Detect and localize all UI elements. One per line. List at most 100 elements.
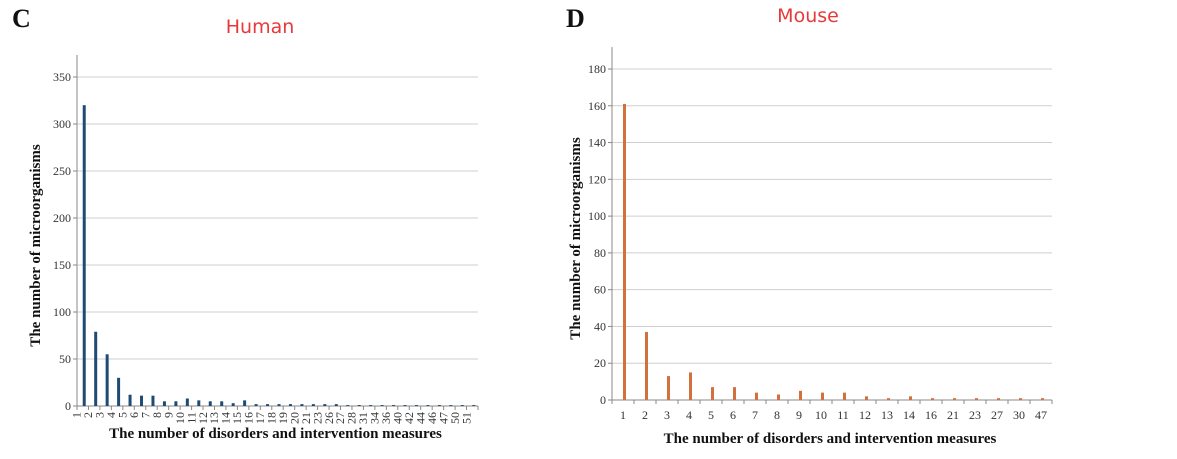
y-tick-label: 0 <box>600 393 606 407</box>
bar <box>174 401 178 406</box>
bar <box>369 405 373 406</box>
x-tick-label: 14 <box>219 412 233 424</box>
x-tick-label: 10 <box>815 408 827 422</box>
x-tick-label: 9 <box>161 412 175 418</box>
x-tick-label: 18 <box>265 412 279 424</box>
x-tick-label: 21 <box>947 408 959 422</box>
bar <box>197 400 201 406</box>
x-tick-label: 26 <box>322 412 336 424</box>
bar <box>288 404 292 406</box>
bar <box>117 377 121 406</box>
x-tick-label: 15 <box>230 412 244 424</box>
panel-letter-d: D <box>566 4 585 33</box>
bar <box>1041 398 1044 400</box>
bar <box>449 405 453 406</box>
x-tick-label: 1 <box>70 412 84 418</box>
y-tick-label: 20 <box>594 356 606 370</box>
x-tick-label: 6 <box>127 412 141 418</box>
bar <box>94 331 98 406</box>
x-tick-label: 1 <box>620 408 626 422</box>
x-tick-label: 34 <box>368 412 382 424</box>
bar <box>140 395 144 406</box>
x-tick-label: 23 <box>969 408 981 422</box>
x-tick-label: 13 <box>881 408 893 422</box>
x-tick-label: 13 <box>207 412 221 424</box>
x-tick-label: 28 <box>345 412 359 424</box>
bar <box>266 404 270 406</box>
y-axis-title: The number of microorganisms <box>568 137 584 340</box>
y-tick-label: 150 <box>53 258 71 272</box>
chart-title: Human <box>226 16 295 38</box>
bar <box>472 405 476 406</box>
y-tick-label: 120 <box>588 172 606 186</box>
y-tick-label: 40 <box>594 319 606 333</box>
bar <box>277 404 281 406</box>
x-tick-label: 9 <box>796 408 802 422</box>
bar <box>931 398 934 400</box>
bar <box>403 405 407 406</box>
x-tick-label: 8 <box>150 412 164 418</box>
bar <box>414 405 418 406</box>
x-tick-label: 40 <box>391 412 405 424</box>
x-tick-label: 7 <box>138 412 152 418</box>
x-tick-label: 11 <box>837 408 849 422</box>
bar <box>334 404 338 406</box>
x-axis-title: The number of disorders and intervention… <box>109 426 442 442</box>
y-tick-label: 60 <box>594 283 606 297</box>
chart-title: Mouse <box>777 5 839 27</box>
bar <box>185 398 189 406</box>
x-tick-label: 21 <box>299 412 313 424</box>
x-tick-label: 4 <box>686 408 692 422</box>
x-tick-label: 10 <box>173 412 187 424</box>
x-tick-label: 16 <box>242 412 256 424</box>
x-tick-label: 36 <box>379 412 393 424</box>
x-tick-label: 46 <box>425 412 439 424</box>
x-tick-label: 51 <box>459 412 473 424</box>
bar <box>357 405 361 406</box>
y-tick-label: 80 <box>594 246 606 260</box>
chart-panel-c: Human05010015020025030035012345678910111… <box>28 16 479 442</box>
bar <box>208 401 212 406</box>
bar <box>300 404 304 406</box>
bar <box>799 390 802 400</box>
bar <box>220 401 224 406</box>
x-tick-label: 20 <box>287 412 301 424</box>
bar <box>82 105 86 406</box>
x-tick-label: 11 <box>184 412 198 424</box>
x-tick-label: 27 <box>991 408 1003 422</box>
bar <box>997 398 1000 400</box>
bar <box>887 398 890 400</box>
bar <box>755 392 758 400</box>
y-tick-label: 200 <box>53 211 71 225</box>
x-tick-label: 4 <box>104 412 118 418</box>
panel-letter-c: C <box>12 4 31 33</box>
x-tick-label: 7 <box>752 408 758 422</box>
bar <box>843 392 846 400</box>
x-tick-label: 27 <box>333 412 347 424</box>
x-tick-label: 12 <box>196 412 210 424</box>
bar <box>667 376 670 400</box>
x-tick-label: 30 <box>1013 408 1025 422</box>
x-tick-label: 3 <box>93 412 107 418</box>
x-tick-label: 19 <box>276 412 290 424</box>
bar <box>623 103 626 400</box>
bar <box>777 394 780 400</box>
bar <box>151 395 155 406</box>
bar <box>689 372 692 400</box>
bar <box>162 401 166 406</box>
y-tick-label: 100 <box>588 209 606 223</box>
bar <box>392 405 396 406</box>
x-axis-title: The number of disorders and intervention… <box>664 431 997 447</box>
x-tick-label: 2 <box>81 412 95 418</box>
x-tick-label: 50 <box>448 412 462 424</box>
bar <box>426 405 430 406</box>
y-tick-label: 350 <box>53 70 71 84</box>
x-tick-label: 47 <box>436 412 450 424</box>
bar <box>243 400 247 406</box>
bar <box>231 403 235 406</box>
bar <box>953 398 956 400</box>
bar <box>821 392 824 400</box>
x-tick-label: 2 <box>642 408 648 422</box>
